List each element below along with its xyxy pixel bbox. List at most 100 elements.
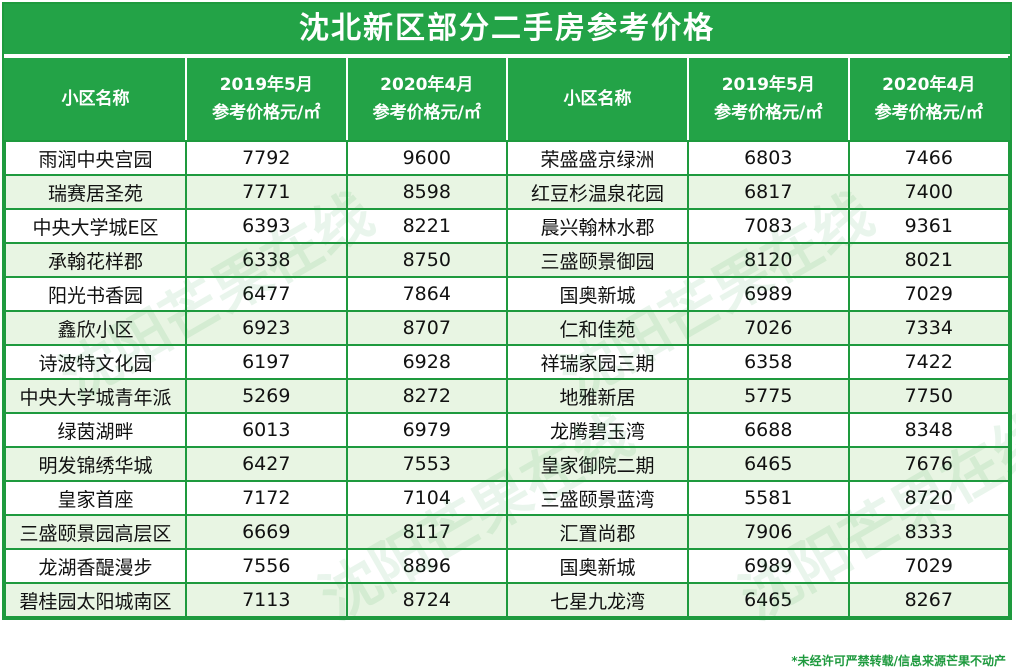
- table-row: 绿茵湖畔 6013 6979 龙腾碧玉湾 6688 8348: [3, 412, 1010, 448]
- cell-price-2020: 7029: [847, 548, 1010, 584]
- table-row: 阳光书香园 6477 7864 国奥新城 6989 7029: [3, 276, 1010, 312]
- cell-price-2019: 5581: [687, 480, 850, 516]
- cell-price-2019: 5269: [185, 378, 348, 414]
- cell-name: 三盛颐景蓝湾: [505, 480, 690, 516]
- cell-price-2020: 9600: [345, 140, 508, 176]
- table-row: 承翰花样郡 6338 8750 三盛颐景御园 8120 8021: [3, 242, 1010, 278]
- header-name-right-label: 小区名称: [563, 89, 632, 109]
- cell-name: 地雅新居: [505, 378, 690, 414]
- header-name-right: 小区名称: [505, 56, 690, 142]
- cell-price-2020: 8333: [847, 514, 1010, 550]
- cell-price-2019: 6465: [687, 446, 850, 482]
- cell-price-2020: 8724: [345, 582, 508, 618]
- cell-price-2019: 6989: [687, 548, 850, 584]
- cell-price-2020: 8896: [345, 548, 508, 584]
- cell-name: 红豆杉温泉花园: [505, 174, 690, 210]
- cell-name: 中央大学城青年派: [3, 378, 188, 414]
- cell-price-2019: 6013: [185, 412, 348, 448]
- price-table: 小区名称 2019年5月 参考价格元/㎡ 2020年4月 参考价格元/㎡ 小区名称 …: [3, 56, 1010, 618]
- table-row: 鑫欣小区 6923 8707 仁和佳苑 7026 7334: [3, 310, 1010, 346]
- cell-name: 龙腾碧玉湾: [505, 412, 690, 448]
- cell-price-2020: 7422: [847, 344, 1010, 380]
- cell-price-2020: 8750: [345, 242, 508, 278]
- cell-price-2019: 7556: [185, 548, 348, 584]
- cell-price-2020: 7466: [847, 140, 1010, 176]
- cell-name: 承翰花样郡: [3, 242, 188, 278]
- cell-price-2019: 6669: [185, 514, 348, 550]
- header-2020-left: 2020年4月 参考价格元/㎡: [345, 56, 508, 142]
- cell-name: 绿茵湖畔: [3, 412, 188, 448]
- cell-name: 皇家首座: [3, 480, 188, 516]
- cell-price-2019: 7083: [687, 208, 850, 244]
- cell-price-2019: 7113: [185, 582, 348, 618]
- cell-price-2019: 6923: [185, 310, 348, 346]
- cell-name: 三盛颐景园高层区: [3, 514, 188, 550]
- cell-price-2019: 8120: [687, 242, 850, 278]
- cell-name: 三盛颐景御园: [505, 242, 690, 278]
- cell-price-2019: 6688: [687, 412, 850, 448]
- table-row: 诗波特文化园 6197 6928 祥瑞家园三期 6358 7422: [3, 344, 1010, 380]
- header-name-left-label: 小区名称: [61, 89, 130, 109]
- cell-price-2019: 6197: [185, 344, 348, 380]
- cell-name: 国奥新城: [505, 548, 690, 584]
- header-2020-right: 2020年4月 参考价格元/㎡: [847, 56, 1010, 142]
- cell-name: 瑞赛居圣苑: [3, 174, 188, 210]
- cell-price-2020: 9361: [847, 208, 1010, 244]
- header-2020-right-line2: 参考价格元/㎡: [874, 103, 983, 123]
- cell-price-2019: 6803: [687, 140, 850, 176]
- price-table-card: 沈北新区部分二手房参考价格 小区名称 2019年5月 参考价格元/㎡ 2020年4…: [2, 2, 1012, 620]
- table-row: 龙湖香醍漫步 7556 8896 国奥新城 6989 7029: [3, 548, 1010, 584]
- header-2019-right-line2: 参考价格元/㎡: [714, 103, 823, 123]
- cell-price-2019: 7172: [185, 480, 348, 516]
- cell-price-2020: 8720: [847, 480, 1010, 516]
- cell-price-2020: 7029: [847, 276, 1010, 312]
- header-name-left: 小区名称: [3, 56, 188, 142]
- cell-price-2020: 7676: [847, 446, 1010, 482]
- cell-price-2020: 7750: [847, 378, 1010, 414]
- cell-name: 荣盛盛京绿洲: [505, 140, 690, 176]
- table-row: 碧桂园太阳城南区 7113 8724 七星九龙湾 6465 8267: [3, 582, 1010, 618]
- table-header-row: 小区名称 2019年5月 参考价格元/㎡ 2020年4月 参考价格元/㎡ 小区名称 …: [3, 56, 1010, 142]
- cell-name: 中央大学城E区: [3, 208, 188, 244]
- source-footnote: *未经许可严禁转载/信息来源芒果不动产: [791, 654, 1006, 668]
- cell-name: 祥瑞家园三期: [505, 344, 690, 380]
- cell-name: 雨润中央宫园: [3, 140, 188, 176]
- table-row: 皇家首座 7172 7104 三盛颐景蓝湾 5581 8720: [3, 480, 1010, 516]
- cell-name: 七星九龙湾: [505, 582, 690, 618]
- table-row: 明发锦绣华城 6427 7553 皇家御院二期 6465 7676: [3, 446, 1010, 482]
- table-row: 雨润中央宫园 7792 9600 荣盛盛京绿洲 6803 7466: [3, 140, 1010, 176]
- cell-price-2019: 6465: [687, 582, 850, 618]
- cell-price-2019: 6817: [687, 174, 850, 210]
- table-row: 瑞赛居圣苑 7771 8598 红豆杉温泉花园 6817 7400: [3, 174, 1010, 210]
- cell-price-2020: 8348: [847, 412, 1010, 448]
- header-2019-right: 2019年5月 参考价格元/㎡: [687, 56, 850, 142]
- cell-name: 龙湖香醍漫步: [3, 548, 188, 584]
- header-2019-left-line1: 2019年5月: [219, 75, 313, 95]
- cell-price-2020: 8117: [345, 514, 508, 550]
- cell-name: 明发锦绣华城: [3, 446, 188, 482]
- cell-name: 鑫欣小区: [3, 310, 188, 346]
- cell-price-2019: 6427: [185, 446, 348, 482]
- header-2020-left-line2: 参考价格元/㎡: [372, 103, 481, 123]
- cell-price-2020: 6979: [345, 412, 508, 448]
- cell-name: 阳光书香园: [3, 276, 188, 312]
- cell-name: 诗波特文化园: [3, 344, 188, 380]
- cell-price-2019: 7792: [185, 140, 348, 176]
- cell-name: 仁和佳苑: [505, 310, 690, 346]
- cell-price-2020: 8221: [345, 208, 508, 244]
- table-row: 中央大学城E区 6393 8221 晨兴翰林水郡 7083 9361: [3, 208, 1010, 244]
- header-2019-right-line1: 2019年5月: [721, 75, 815, 95]
- cell-price-2019: 7026: [687, 310, 850, 346]
- cell-price-2019: 6477: [185, 276, 348, 312]
- header-2019-left: 2019年5月 参考价格元/㎡: [185, 56, 348, 142]
- cell-price-2020: 7334: [847, 310, 1010, 346]
- cell-price-2019: 7906: [687, 514, 850, 550]
- cell-price-2019: 6338: [185, 242, 348, 278]
- cell-price-2019: 5775: [687, 378, 850, 414]
- table-row: 三盛颐景园高层区 6669 8117 汇置尚郡 7906 8333: [3, 514, 1010, 550]
- cell-price-2020: 7400: [847, 174, 1010, 210]
- cell-price-2020: 7864: [345, 276, 508, 312]
- cell-price-2020: 8272: [345, 378, 508, 414]
- cell-price-2020: 7553: [345, 446, 508, 482]
- cell-price-2019: 6358: [687, 344, 850, 380]
